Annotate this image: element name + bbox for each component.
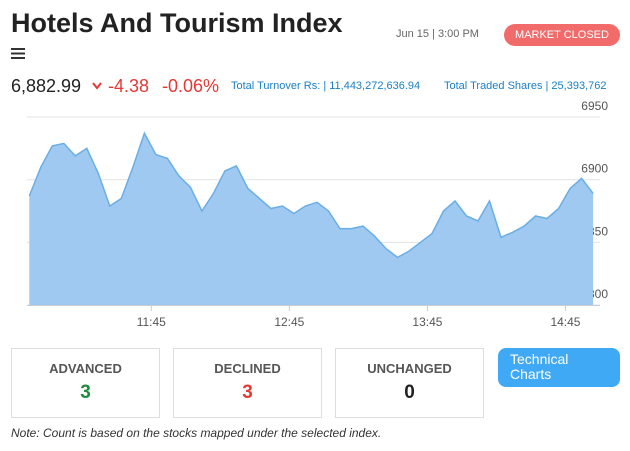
stat-count: 0 <box>404 382 415 403</box>
turnover: Total Turnover Rs: | 11,443,272,636.94 <box>231 80 421 92</box>
x-tick-label: 13:45 <box>412 315 442 329</box>
change: -4.38 <box>108 76 150 96</box>
title: Hotels And Tourism Index <box>11 8 343 38</box>
down-arrow <box>92 82 102 90</box>
stat-box: DECLINED 3 <box>173 348 322 418</box>
index-value: 6,882.99 <box>11 76 82 96</box>
datetime: Jun 15 | 3:00 PM <box>396 28 479 40</box>
traded-shares: Total Traded Shares | 25,393,762 <box>444 80 607 92</box>
note: Note: Count is based on the stocks mappe… <box>11 426 382 440</box>
menu-icon[interactable] <box>11 47 25 60</box>
line <box>28 131 594 259</box>
button-label: Technical Charts <box>510 351 569 382</box>
stat-count: 3 <box>80 382 91 403</box>
stat-label: UNCHANGED <box>367 361 452 376</box>
x-tick-label: 11:45 <box>137 315 166 329</box>
stat-label: DECLINED <box>214 361 281 376</box>
status-badge: MARKET CLOSED <box>504 24 620 46</box>
technical-charts-button[interactable]: Technical Charts <box>498 348 620 387</box>
stat-count: 3 <box>242 382 253 403</box>
x-tick-label: 14:45 <box>550 315 580 329</box>
y-tick-label: 6950 <box>581 99 608 113</box>
area <box>29 133 594 305</box>
stat-label: ADVANCED <box>49 361 122 376</box>
stat-box: UNCHANGED 0 <box>335 348 484 418</box>
change-pct: -0.06% <box>162 76 220 96</box>
x-tick-label: 12:45 <box>274 315 304 329</box>
y-tick-label: 6900 <box>581 162 608 176</box>
stat-box: ADVANCED 3 <box>11 348 160 418</box>
